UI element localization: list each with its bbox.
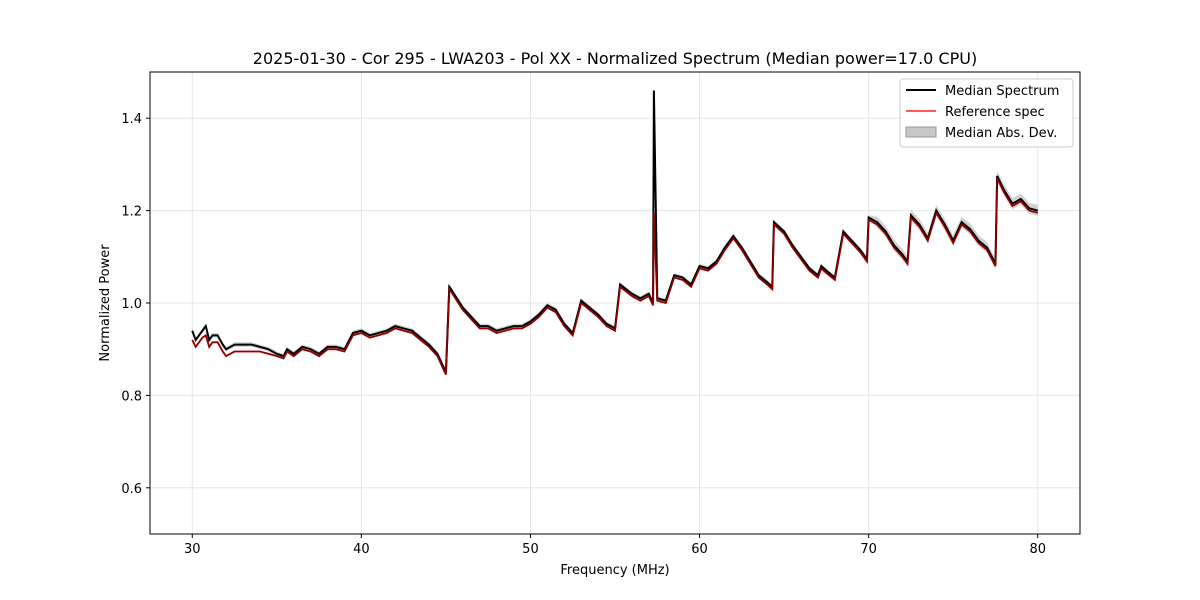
y-tick-label: 1.2	[121, 205, 142, 220]
overlap-line	[191, 177, 1038, 375]
x-tick-label: 80	[1029, 542, 1046, 557]
chart-title: 2025-01-30 - Cor 295 - LWA203 - Pol XX -…	[253, 49, 977, 68]
x-tick-label: 50	[522, 542, 539, 557]
legend-mad-label: Median Abs. Dev.	[945, 126, 1057, 141]
legend: Median Spectrum Reference spec Median Ab…	[899, 78, 1074, 148]
y-tick-label: 0.8	[121, 389, 142, 404]
x-tick-label: 40	[353, 542, 370, 557]
series-lines	[191, 90, 1038, 376]
y-tick-label: 0.6	[121, 482, 142, 497]
y-axis-ticks: 0.6 0.8 1.0 1.2 1.4	[121, 112, 150, 497]
legend-median-label: Median Spectrum	[945, 84, 1059, 99]
legend-mad-swatch	[905, 126, 937, 138]
x-tick-label: 30	[184, 542, 201, 557]
gridlines	[150, 72, 1080, 534]
legend-box	[899, 78, 1074, 148]
x-axis-label: Frequency (MHz)	[560, 563, 669, 578]
x-tick-label: 70	[860, 542, 877, 557]
x-axis-ticks: 30 40 50 60 70 80	[184, 534, 1046, 557]
x-tick-label: 60	[691, 542, 708, 557]
legend-reference-label: Reference spec	[945, 105, 1045, 120]
reference-spectrum-line	[191, 177, 1038, 376]
y-tick-label: 1.0	[121, 297, 142, 312]
y-axis-label: Normalized Power	[98, 244, 113, 362]
y-tick-label: 1.4	[121, 112, 142, 127]
